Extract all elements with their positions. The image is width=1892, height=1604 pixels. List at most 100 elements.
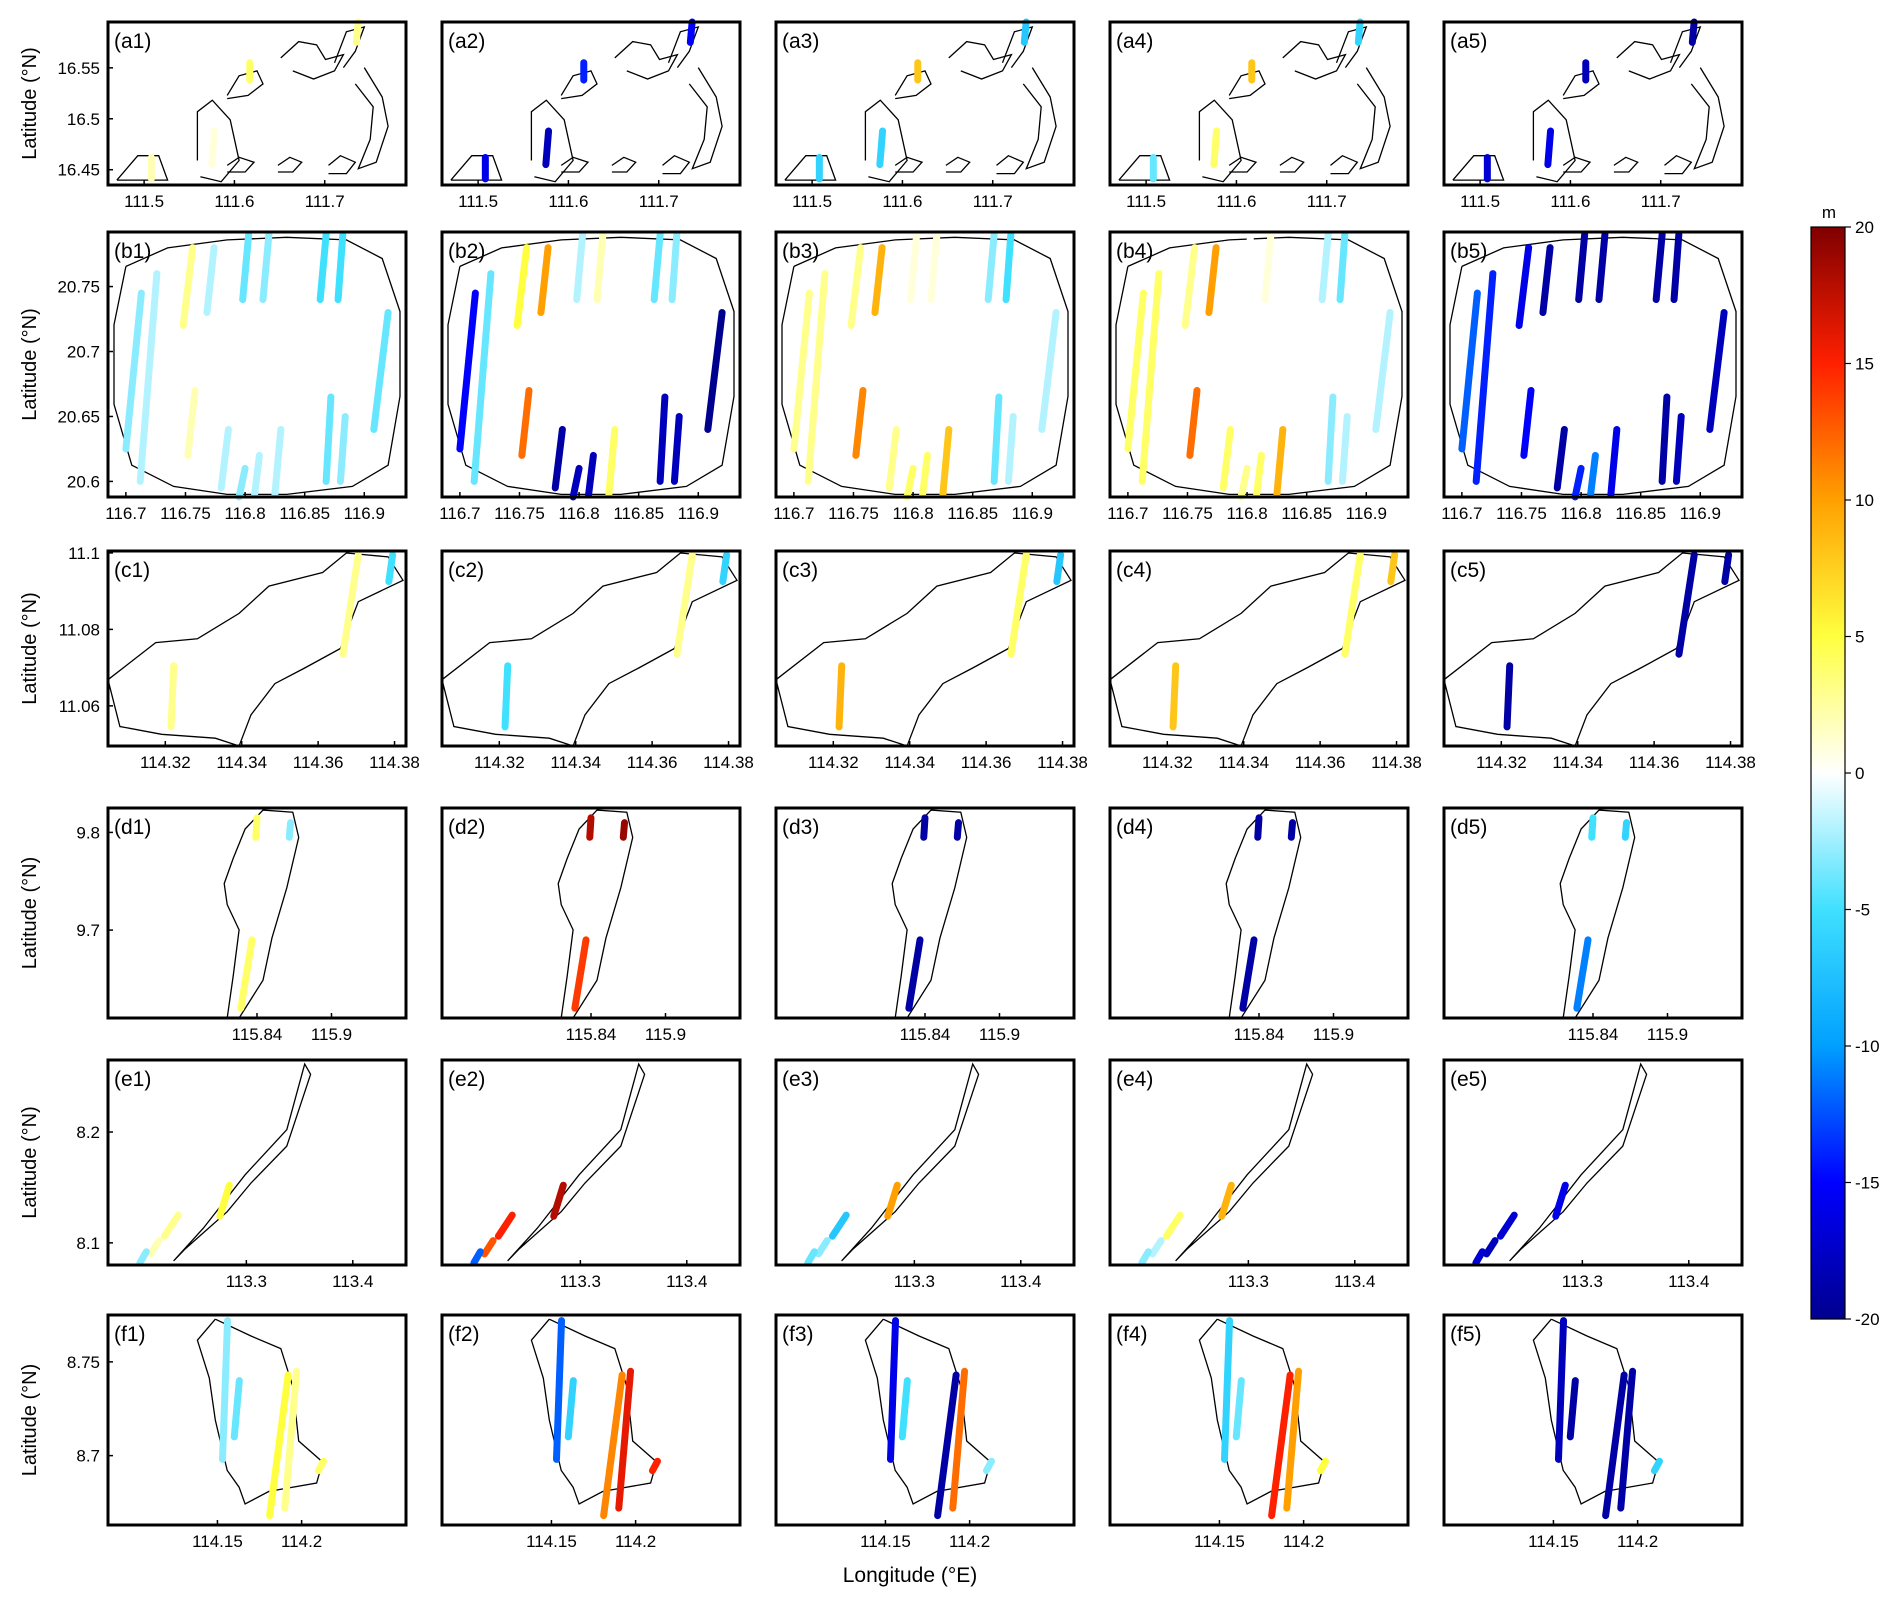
x-tick-label: 114.34 bbox=[884, 753, 935, 772]
colorbar-tick-label: 5 bbox=[1855, 628, 1864, 647]
track-mark bbox=[1554, 1317, 1568, 1463]
x-tick-label: 113.3 bbox=[894, 1272, 935, 1291]
coastline-outline bbox=[226, 70, 264, 100]
coastline-outline bbox=[1664, 154, 1693, 175]
coastline-outline bbox=[1001, 25, 1034, 68]
track-mark bbox=[1602, 1371, 1628, 1520]
track-mark bbox=[470, 1248, 484, 1267]
coastline-outline bbox=[560, 70, 598, 100]
y-tick-label: 8.75 bbox=[67, 1353, 100, 1372]
coastline-outline bbox=[1022, 67, 1057, 170]
x-tick-label: 116.8 bbox=[1226, 504, 1267, 523]
track-mark bbox=[1472, 270, 1497, 485]
coastline-outline bbox=[1109, 552, 1406, 747]
track-mark bbox=[1571, 464, 1585, 501]
panel-frame bbox=[440, 1058, 742, 1267]
track-mark bbox=[314, 1457, 328, 1475]
coastline-outline bbox=[1356, 67, 1391, 170]
track-mark bbox=[122, 289, 145, 453]
panel-b4: (b4) 116.7 116.75 116.8 116.85 116.9 bbox=[1107, 230, 1410, 523]
panel-label: (c2) bbox=[448, 559, 484, 582]
panel-f5: (f5) 114.15 114.2 bbox=[1442, 1313, 1744, 1551]
x-tick-label: 114.32 bbox=[474, 753, 525, 772]
track-mark bbox=[1124, 289, 1147, 453]
track-mark bbox=[1149, 1237, 1165, 1258]
track-mark bbox=[1721, 551, 1733, 586]
coastline-outline bbox=[507, 1062, 646, 1262]
track-mark bbox=[668, 231, 681, 304]
coastline-outline bbox=[945, 156, 971, 173]
track-mark bbox=[1232, 1377, 1245, 1441]
track-mark bbox=[600, 1371, 626, 1520]
x-tick-label: 116.85 bbox=[279, 504, 330, 523]
track-mark bbox=[542, 127, 553, 169]
coastline-outline bbox=[1509, 1062, 1648, 1262]
x-tick-label: 116.75 bbox=[1496, 504, 1547, 523]
track-mark bbox=[550, 1181, 567, 1220]
track-mark bbox=[1241, 231, 1255, 304]
track-mark bbox=[1287, 819, 1297, 841]
colorbar-tick-label: 0 bbox=[1855, 764, 1864, 783]
panel-frame bbox=[106, 1313, 408, 1527]
panel-frame bbox=[1108, 549, 1410, 748]
track-mark bbox=[1218, 1181, 1235, 1220]
track-mark bbox=[385, 551, 397, 586]
track-mark bbox=[719, 551, 731, 586]
track-mark bbox=[804, 1248, 818, 1267]
x-tick-label: 116.7 bbox=[1441, 504, 1482, 523]
x-tick-label: 114.38 bbox=[703, 753, 754, 772]
panel-frame bbox=[440, 20, 742, 187]
coastline-outline bbox=[1282, 40, 1347, 80]
x-tick-label: 114.36 bbox=[1295, 753, 1346, 772]
y-tick-label: 9.8 bbox=[76, 823, 100, 842]
track-mark bbox=[934, 1371, 960, 1520]
coastline-outline bbox=[996, 154, 1025, 175]
track-mark bbox=[1254, 814, 1263, 841]
track-mark bbox=[815, 1237, 831, 1258]
y-tick-label: 16.55 bbox=[57, 59, 100, 78]
panel-e1: (e1) 113.3 113.4 8.2 8.1 bbox=[76, 1058, 408, 1291]
track-mark bbox=[1387, 551, 1399, 586]
panel-label: (e4) bbox=[1116, 1068, 1153, 1091]
coastline-outline bbox=[775, 552, 1072, 747]
panel-a1: (a1) 111.5 111.6 111.7 16.55 16.5 16.45 bbox=[57, 18, 408, 211]
track-mark bbox=[336, 412, 349, 485]
track-mark bbox=[218, 1317, 232, 1463]
coastline-outline bbox=[1690, 67, 1725, 170]
track-mark bbox=[1544, 127, 1555, 169]
y-axis-label: Latitude (°N) bbox=[19, 308, 41, 421]
y-tick-label: 20.65 bbox=[57, 407, 100, 426]
track-mark bbox=[167, 662, 178, 731]
track-mark bbox=[1670, 231, 1683, 304]
track-mark bbox=[184, 386, 199, 459]
y-tick-label: 8.7 bbox=[76, 1447, 100, 1466]
track-mark bbox=[1186, 386, 1201, 459]
coastline-outline bbox=[557, 809, 634, 1019]
coastline-outline bbox=[662, 154, 691, 175]
x-tick-label: 111.7 bbox=[1641, 192, 1681, 211]
colorbar-bar bbox=[1810, 226, 1846, 1320]
track-mark bbox=[501, 662, 512, 731]
x-tick-label: 114.2 bbox=[615, 1532, 656, 1551]
track-mark bbox=[569, 464, 583, 501]
track-mark bbox=[456, 289, 479, 453]
panel-e2: (e2) 113.3 113.4 bbox=[440, 1058, 742, 1291]
coastline-outline bbox=[196, 1318, 324, 1505]
x-tick-label: 116.7 bbox=[1107, 504, 1148, 523]
track-mark bbox=[1587, 451, 1599, 498]
track-mark bbox=[564, 1377, 577, 1441]
track-mark bbox=[990, 393, 1003, 485]
track-mark bbox=[953, 819, 963, 841]
track-mark bbox=[1588, 814, 1597, 841]
x-tick-label: 115.84 bbox=[900, 1025, 951, 1044]
coastline-outline bbox=[450, 155, 503, 181]
x-tick-label: 116.75 bbox=[160, 504, 211, 523]
x-tick-label: 114.2 bbox=[281, 1532, 322, 1551]
coastline-outline bbox=[1443, 552, 1740, 747]
track-mark bbox=[230, 1377, 243, 1441]
coastline-outline bbox=[1532, 99, 1576, 183]
x-tick-label: 113.3 bbox=[560, 1272, 601, 1291]
x-tick-label: 111.6 bbox=[882, 192, 922, 211]
colorbar-tick-label: -10 bbox=[1855, 1037, 1880, 1056]
x-tick-label: 114.32 bbox=[140, 753, 191, 772]
